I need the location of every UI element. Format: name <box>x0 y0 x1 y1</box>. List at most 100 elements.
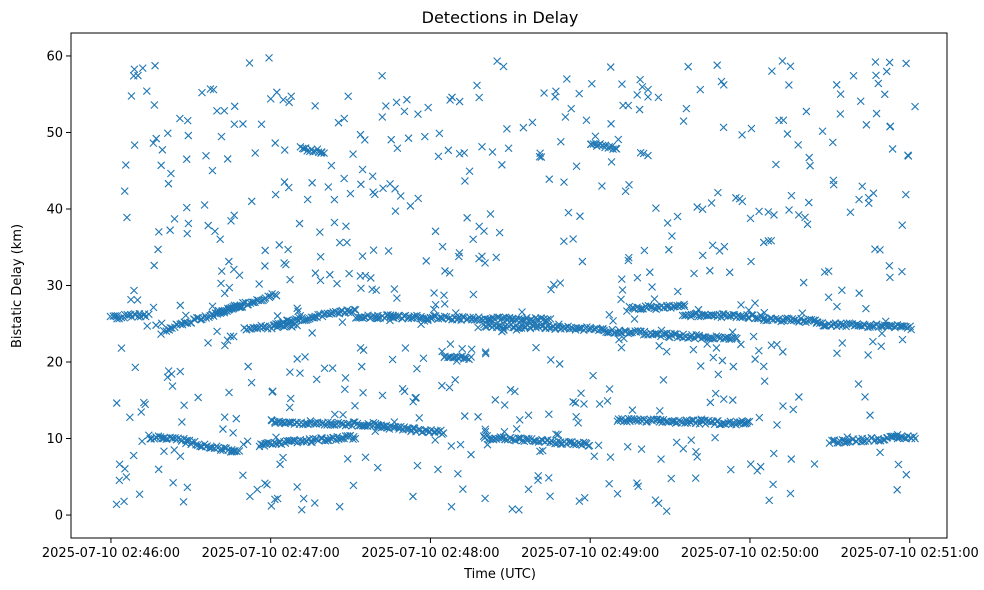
detection-point <box>585 441 594 450</box>
detection-point <box>154 465 163 474</box>
detection-point <box>617 343 626 352</box>
detection-point <box>787 455 796 463</box>
detection-point <box>534 476 542 485</box>
detection-point <box>696 85 705 94</box>
detection-point <box>473 81 481 90</box>
detection-point <box>182 155 191 164</box>
detection-point <box>175 114 184 123</box>
detection-point <box>717 77 726 86</box>
detection-point <box>150 261 159 270</box>
detection-point <box>198 88 206 97</box>
detection-point <box>612 145 621 153</box>
detection-point <box>316 252 325 261</box>
detection-point <box>202 151 210 160</box>
detection-point <box>138 64 147 73</box>
detection-point <box>687 436 696 444</box>
detection-point <box>296 369 304 377</box>
detection-point <box>621 187 630 196</box>
detection-point <box>315 419 324 428</box>
detection-point <box>320 149 329 157</box>
detection-point <box>441 267 449 275</box>
detection-point <box>436 313 445 322</box>
detection-point <box>571 399 580 407</box>
detection-point <box>463 213 472 222</box>
detection-point <box>633 273 642 282</box>
detection-point <box>430 289 438 297</box>
detection-point <box>719 395 728 404</box>
detection-point <box>481 348 490 356</box>
detection-point <box>202 314 211 322</box>
detection-point <box>330 195 339 204</box>
detection-point <box>861 393 869 401</box>
detection-point <box>733 334 741 343</box>
detection-point <box>154 245 162 254</box>
detection-point <box>574 324 583 333</box>
detection-point <box>421 426 430 435</box>
detection-point <box>854 380 863 388</box>
detection-point <box>751 299 759 308</box>
detection-point <box>618 286 627 294</box>
detection-point <box>163 129 172 138</box>
detection-point <box>778 57 787 65</box>
detection-point <box>655 417 664 426</box>
detection-point <box>261 439 269 448</box>
detection-point <box>540 89 548 97</box>
detection-point <box>882 67 891 76</box>
detection-point <box>510 436 519 444</box>
detection-point <box>279 453 287 462</box>
detection-point <box>424 103 433 112</box>
detection-point <box>409 397 418 406</box>
detection-point <box>266 94 275 103</box>
detection-point <box>144 310 153 319</box>
detection-point <box>127 295 135 304</box>
detection-point <box>301 419 310 428</box>
detection-point <box>714 188 722 197</box>
detection-point <box>549 280 558 289</box>
detection-point <box>736 340 745 349</box>
detection-point <box>287 436 296 445</box>
detection-point <box>902 470 911 479</box>
detection-point <box>618 80 626 88</box>
detection-point <box>213 106 221 115</box>
detection-point <box>286 394 295 403</box>
detection-point <box>358 314 367 322</box>
detection-point <box>764 208 773 216</box>
detection-point <box>160 447 168 456</box>
detection-point <box>220 341 229 350</box>
detection-point <box>247 378 256 387</box>
detection-point <box>230 120 239 129</box>
detection-point <box>460 148 469 157</box>
detection-point <box>439 429 448 437</box>
detection-point <box>818 127 827 136</box>
detection-point <box>833 349 841 358</box>
detection-point <box>793 317 802 325</box>
detection-point <box>268 289 277 298</box>
detection-point <box>478 142 486 151</box>
detection-point <box>715 247 724 255</box>
detection-point <box>765 496 774 505</box>
detection-point <box>479 432 488 441</box>
detection-point <box>435 129 444 138</box>
detection-point <box>182 203 191 212</box>
detection-point <box>447 442 456 450</box>
detection-point <box>295 219 304 228</box>
detection-point <box>133 296 142 304</box>
detection-point <box>374 314 383 323</box>
detection-point <box>691 474 700 482</box>
detection-point <box>157 161 166 170</box>
detection-point <box>159 434 168 443</box>
detection-point <box>663 301 671 310</box>
detection-point <box>308 329 317 337</box>
detection-point <box>467 345 476 354</box>
detection-point <box>872 109 881 118</box>
detection-point <box>115 476 124 485</box>
detection-point <box>396 192 405 200</box>
detection-point <box>150 101 159 109</box>
detection-point <box>628 406 637 414</box>
detection-point <box>874 79 883 88</box>
detection-point <box>455 248 464 257</box>
detection-point <box>911 102 919 111</box>
detection-point <box>295 314 304 323</box>
detection-point <box>414 425 423 434</box>
detection-point <box>682 104 691 113</box>
